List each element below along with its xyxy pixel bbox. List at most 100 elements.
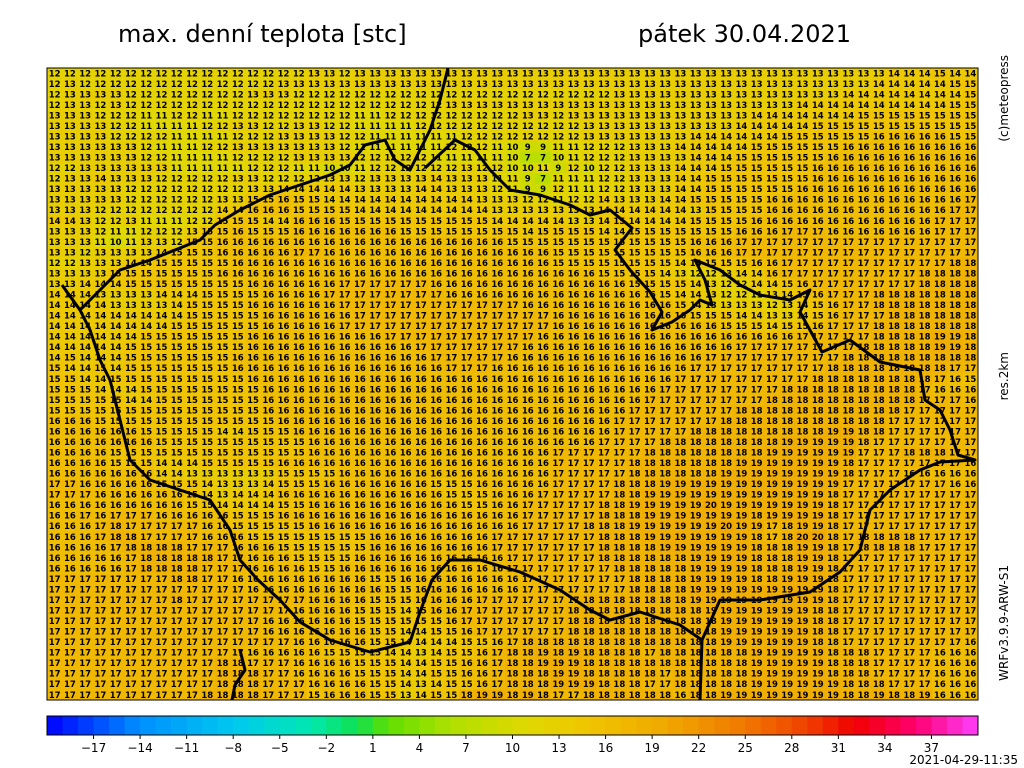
grid-cell: [398, 194, 414, 206]
grid-cell: [123, 120, 140, 132]
cell-value: 17: [903, 238, 915, 248]
cell-value: 12: [308, 90, 320, 100]
cell-value: 16: [583, 280, 595, 290]
cell-value: 11: [201, 164, 213, 174]
grid-cell: [962, 152, 978, 164]
grid-cell: [840, 152, 857, 164]
cell-value: 13: [339, 175, 351, 185]
grid-cell: [77, 152, 94, 164]
cell-value: 14: [903, 90, 915, 100]
grid-cell: [932, 162, 949, 174]
grid-cell: [92, 152, 109, 164]
cell-value: 16: [751, 259, 763, 269]
grid-cell: [214, 141, 231, 153]
grid-cell: [138, 194, 155, 206]
cell-value: 15: [186, 269, 198, 279]
cell-value: 11: [568, 185, 580, 195]
cell-value: 14: [873, 80, 885, 90]
grid-cell: [657, 194, 674, 206]
cell-value: 12: [278, 122, 290, 132]
grid-cell: [794, 131, 811, 143]
cell-value: 15: [232, 290, 244, 300]
cell-value: 16: [919, 143, 931, 153]
cell-value: 15: [415, 217, 427, 227]
cell-value: 13: [873, 69, 885, 79]
grid-cell: [779, 78, 796, 90]
cell-value: 16: [415, 269, 427, 279]
cell-value: 16: [919, 175, 931, 185]
grid-cell: [184, 110, 201, 122]
cell-value: 14: [461, 206, 473, 216]
grid-cell: [749, 68, 765, 80]
cell-value: 13: [278, 132, 290, 142]
cell-value: 16: [552, 290, 564, 300]
grid-cell: [840, 194, 857, 206]
grid-cell: [123, 141, 140, 153]
cell-value: 16: [873, 185, 885, 195]
cell-value: 15: [552, 227, 564, 237]
cell-value: 15: [949, 111, 961, 121]
grid-cell: [428, 183, 445, 195]
cell-value: 15: [217, 227, 229, 237]
grid-cell: [962, 173, 978, 185]
cell-value: 16: [262, 206, 274, 216]
grid-cell: [108, 141, 124, 153]
grid-cell: [77, 162, 94, 174]
cell-value: 12: [262, 69, 274, 79]
cell-value: 15: [339, 217, 351, 227]
grid-cell: [916, 89, 933, 101]
grid-cell: [199, 78, 216, 90]
grid-cell: [47, 110, 63, 122]
cell-value: 15: [705, 175, 717, 185]
grid-cell: [260, 162, 277, 174]
grid-cell: [474, 89, 491, 101]
cell-value: 12: [522, 122, 534, 132]
grid-cell: [367, 183, 384, 195]
cell-value: 15: [766, 143, 778, 153]
grid-cell: [92, 131, 109, 143]
grid-cell: [474, 173, 491, 185]
cell-value: 13: [308, 154, 320, 164]
cell-value: 16: [583, 269, 595, 279]
cell-value: 16: [552, 280, 564, 290]
grid-cell: [871, 110, 888, 122]
grid-cell: [871, 152, 888, 164]
grid-cell: [916, 68, 933, 80]
grid-cell: [47, 162, 63, 174]
cell-value: 13: [49, 122, 61, 132]
grid-cell: [550, 120, 567, 132]
cell-value: 14: [415, 206, 427, 216]
grid-cell: [550, 68, 567, 80]
grid-cell: [138, 204, 155, 217]
cell-value: 14: [278, 217, 290, 227]
cell-value: 17: [842, 269, 854, 279]
cell-value: 11: [171, 143, 183, 153]
cell-value: 16: [384, 238, 396, 248]
grid-cell: [611, 194, 628, 206]
cell-value: 16: [293, 227, 305, 237]
cell-value: 14: [919, 80, 931, 90]
cell-value: 15: [858, 132, 870, 142]
cell-value: 13: [79, 90, 91, 100]
cell-value: 13: [659, 143, 671, 153]
cell-value: 15: [751, 196, 763, 206]
cell-value: 11: [217, 164, 229, 174]
cell-value: 16: [613, 280, 625, 290]
cell-value: 17: [308, 248, 320, 258]
grid-cell: [275, 194, 292, 206]
cell-value: 13: [507, 196, 519, 206]
grid-cell: [932, 152, 949, 164]
cell-value: 13: [690, 122, 702, 132]
cell-value: 13: [491, 69, 503, 79]
grid-cell: [565, 89, 582, 101]
grid-cell: [749, 110, 765, 122]
grid-cell: [275, 131, 292, 143]
grid-cell: [108, 152, 124, 164]
grid-cell: [184, 215, 201, 227]
cell-value: 16: [400, 269, 412, 279]
cell-value: 16: [903, 227, 915, 237]
grid-cell: [230, 173, 247, 185]
grid-cell: [77, 194, 94, 206]
grid-cell: [92, 173, 109, 185]
cell-value: 9: [525, 175, 531, 185]
